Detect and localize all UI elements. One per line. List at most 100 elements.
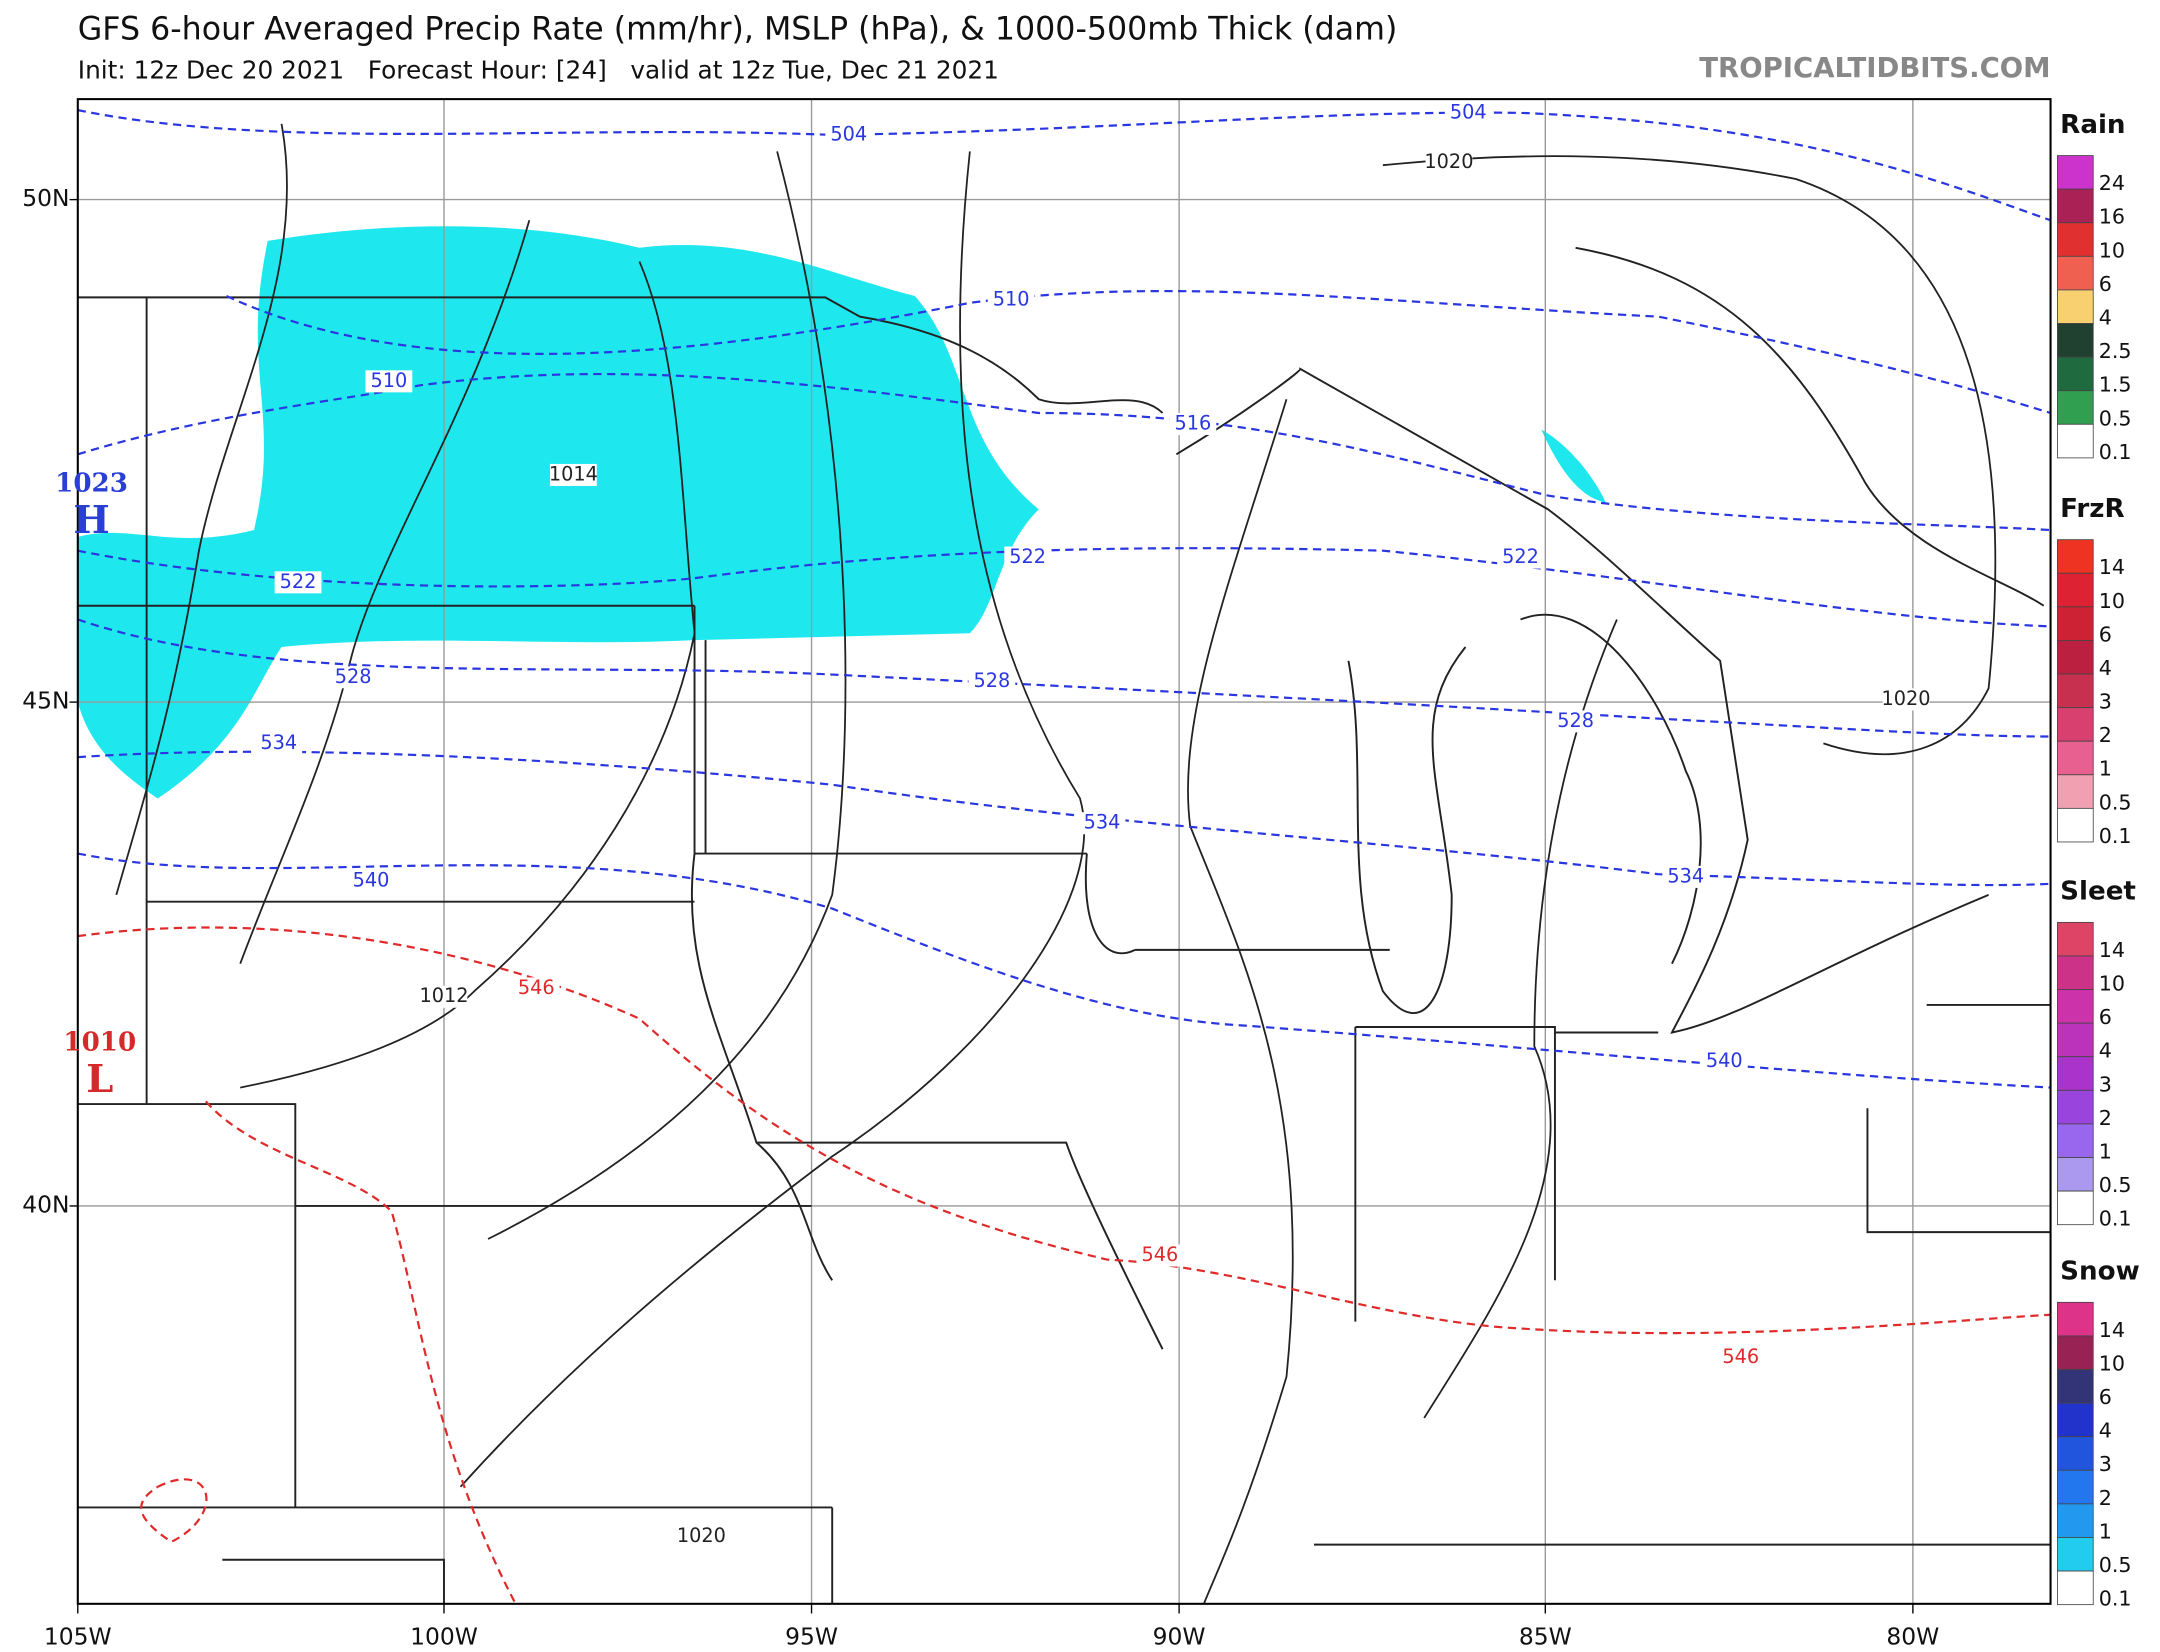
legend-label: 0.5 (2099, 1173, 2132, 1197)
legend-label: 4 (2099, 656, 2112, 680)
legend-label: 14 (2099, 555, 2125, 579)
thickness-label: 522 (1009, 545, 1046, 568)
thickness-label-bg (255, 732, 303, 755)
legend-swatch (2057, 1190, 2094, 1226)
legend-label: 16 (2099, 205, 2125, 229)
isobar (459, 151, 1086, 1488)
pressure-letter: L (86, 1057, 113, 1102)
border (1175, 367, 1989, 1034)
legend-label: 0.1 (2099, 440, 2132, 464)
legend-label: 4 (2099, 305, 2112, 329)
thickness-label-bg (1717, 1346, 1765, 1369)
legend-label: 0.1 (2099, 1587, 2132, 1611)
thickness-label: 522 (1502, 545, 1539, 568)
legend-swatch (2057, 1503, 2094, 1538)
legend-swatch (2057, 390, 2094, 425)
thickness-label: 534 (1667, 864, 1704, 887)
thickness-label: 528 (335, 665, 372, 688)
legend-label: 6 (2099, 1005, 2112, 1029)
lat-label: 50N (22, 184, 69, 212)
borders (77, 246, 2051, 1604)
thickness-label-bg (968, 670, 1016, 693)
thickness-label: 510 (371, 369, 408, 392)
legend-label: 0.1 (2099, 824, 2132, 848)
thickness-label-bg (1552, 710, 1600, 733)
isobar-label-bg (1425, 151, 1473, 174)
isobar-label: 1014 (549, 462, 598, 485)
legend-swatch (2057, 1537, 2094, 1572)
thickness-line (77, 926, 2051, 1335)
thickness-label: 504 (1450, 100, 1487, 123)
legend-label: 14 (2099, 1318, 2125, 1342)
lon-label: 100W (410, 1623, 478, 1651)
legend: Rain241610642.51.50.50.1FrzR1410643210.5… (2057, 110, 2140, 1611)
legend-swatch (2057, 1123, 2094, 1158)
legend-label: 1 (2099, 757, 2112, 781)
legend-swatch (2057, 423, 2094, 459)
thickness-label: 534 (1084, 811, 1121, 834)
thickness-label-bg (1004, 546, 1052, 569)
legend-label: 6 (2099, 1385, 2112, 1409)
lat-label: 40N (22, 1190, 69, 1218)
thickness-label: 528 (1557, 709, 1594, 732)
graticule (77, 99, 2051, 1604)
legend-swatch (2057, 323, 2094, 358)
legend-title: Snow (2060, 1257, 2140, 1287)
thickness-line (204, 1100, 517, 1605)
precip-area (1541, 429, 1606, 503)
legend-title: FrzR (2060, 494, 2124, 524)
isobar (240, 261, 696, 1089)
lon-label: 95W (785, 1623, 838, 1651)
thickness-label-bg (347, 870, 395, 893)
lake-shore (1347, 613, 1702, 1014)
pressure-value: 1023 (55, 468, 128, 499)
isobar-label: 1012 (419, 984, 468, 1007)
isobar (239, 220, 531, 964)
thickness-label: 546 (1722, 1345, 1759, 1368)
lon-label: 90W (1153, 1623, 1206, 1651)
thickness-label-bg (512, 977, 560, 1000)
thickness-label: 522 (280, 570, 317, 593)
isobar-label: 1020 (677, 1524, 726, 1547)
isobar (1382, 155, 1997, 756)
brand: TROPICALTIDBITS.COM (1699, 52, 2050, 84)
lat-label: 45N (22, 687, 69, 715)
legend-label: 3 (2099, 1072, 2112, 1096)
thickness-label-bg (1078, 812, 1126, 835)
thickness-label-bg (1169, 413, 1217, 436)
lon-label: 105W (44, 1623, 112, 1651)
border (77, 296, 1164, 414)
legend-label: 1.5 (2099, 373, 2132, 397)
thickness-label: 528 (974, 669, 1011, 692)
border (690, 853, 1164, 1350)
isobar (115, 123, 288, 896)
legend-swatch (2057, 807, 2094, 843)
thickness-label-bg (1444, 101, 1492, 124)
legend-label: 14 (2099, 938, 2125, 962)
legend-swatch (2057, 989, 2094, 1024)
legend-swatch (2057, 1157, 2094, 1192)
legend-swatch (2057, 640, 2094, 675)
isobar-label-bg (420, 985, 468, 1008)
legend-label: 2 (2099, 1486, 2112, 1510)
legend-swatch (2057, 222, 2094, 257)
thickness-label-bg (1497, 546, 1544, 569)
legend-swatch (2057, 289, 2094, 324)
isobar-label-bg (678, 1525, 725, 1548)
thickness-line (77, 618, 2051, 738)
isobar (487, 151, 847, 1240)
precip-area (77, 226, 1039, 799)
legend-label: 1 (2099, 1519, 2112, 1543)
legend-label: 0.1 (2099, 1207, 2132, 1231)
legend-swatch (2057, 1402, 2094, 1438)
thickness-label-bg (1136, 1244, 1184, 1267)
legend-swatch (2057, 921, 2094, 957)
border (1575, 246, 2045, 607)
legend-swatch (2057, 673, 2094, 709)
legend-label: 3 (2099, 1452, 2112, 1476)
legend-swatch (2057, 1436, 2094, 1471)
thickness-line (77, 109, 2051, 222)
legend-swatch (2057, 1369, 2094, 1404)
thickness-label: 540 (353, 869, 390, 892)
